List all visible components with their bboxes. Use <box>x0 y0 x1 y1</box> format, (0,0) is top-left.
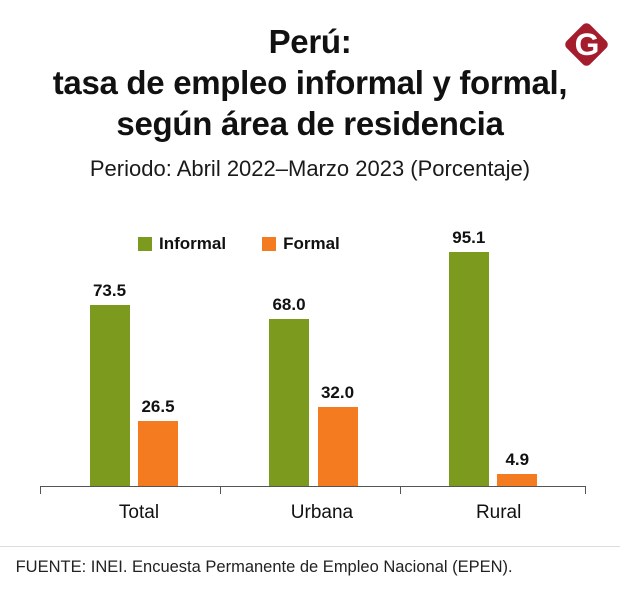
svg-text:G: G <box>574 26 599 62</box>
